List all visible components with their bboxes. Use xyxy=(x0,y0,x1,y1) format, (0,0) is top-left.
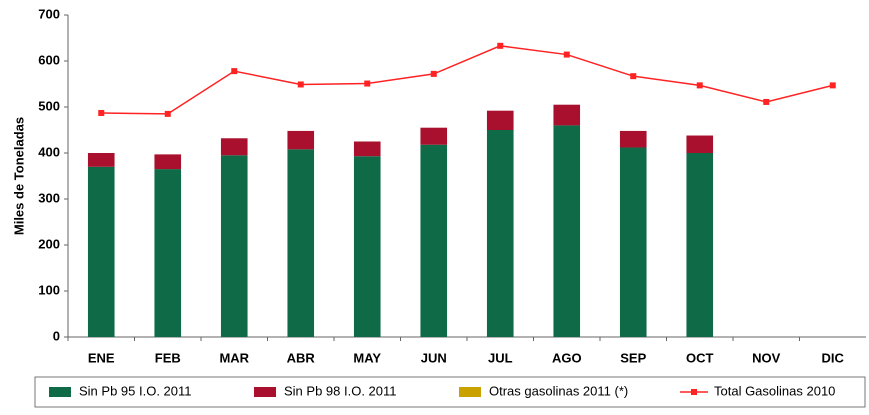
y-tick-label: 400 xyxy=(38,144,60,159)
y-tick-label: 500 xyxy=(38,98,60,113)
line-marker xyxy=(98,109,105,116)
bar xyxy=(619,147,647,337)
legend-label: Otras gasolinas 2011 (*) xyxy=(489,383,628,398)
y-axis-label: Miles de Toneladas xyxy=(11,117,26,235)
x-tick-label: JUN xyxy=(421,350,447,365)
bar xyxy=(686,153,714,337)
x-tick-label: NOV xyxy=(752,350,781,365)
legend-label: Sin Pb 98 I.O. 2011 xyxy=(284,383,397,398)
line-marker xyxy=(696,82,703,89)
bar xyxy=(619,130,647,148)
bar xyxy=(553,125,581,338)
x-tick-label: JUL xyxy=(488,350,513,365)
legend-box xyxy=(34,376,866,408)
line-marker xyxy=(364,80,371,87)
line-marker xyxy=(430,70,437,77)
line-marker xyxy=(563,51,570,58)
bar xyxy=(486,110,514,130)
x-tick-label: MAY xyxy=(353,350,381,365)
line-marker xyxy=(630,73,637,80)
bar xyxy=(553,104,581,126)
line-marker xyxy=(497,42,504,49)
bar xyxy=(420,127,448,145)
line-marker xyxy=(763,98,770,105)
bar xyxy=(353,156,381,337)
y-tick-label: 700 xyxy=(38,6,60,21)
legend-swatch xyxy=(49,387,71,397)
legend-swatch xyxy=(254,387,276,397)
bar xyxy=(154,169,182,337)
legend-label: Sin Pb 95 I.O. 2011 xyxy=(79,383,192,398)
legend-label: Total Gasolinas 2010 xyxy=(714,383,835,398)
bar xyxy=(287,130,315,150)
y-tick-label: 0 xyxy=(53,328,60,343)
legend-swatch xyxy=(459,387,481,397)
line-marker xyxy=(829,82,836,89)
y-tick-label: 300 xyxy=(38,190,60,205)
bar xyxy=(87,153,115,167)
legend-marker xyxy=(691,389,697,395)
bar xyxy=(686,135,714,153)
x-tick-label: AGO xyxy=(552,350,582,365)
x-tick-label: OCT xyxy=(686,350,714,365)
x-tick-label: DIC xyxy=(822,350,845,365)
y-tick-label: 600 xyxy=(38,52,60,67)
bar xyxy=(287,149,315,337)
x-tick-label: SEP xyxy=(620,350,646,365)
bar xyxy=(220,138,248,156)
line xyxy=(101,45,833,115)
x-tick-label: ABR xyxy=(287,350,316,365)
bar xyxy=(154,154,182,170)
y-tick-label: 200 xyxy=(38,236,60,251)
bar xyxy=(220,155,248,337)
bar xyxy=(420,144,448,337)
bar xyxy=(87,166,115,337)
line-marker xyxy=(231,68,238,75)
x-tick-label: ENE xyxy=(88,350,115,365)
line-marker xyxy=(164,110,171,117)
x-tick-label: MAR xyxy=(219,350,249,365)
bar xyxy=(353,141,381,157)
line-marker xyxy=(297,81,304,88)
y-tick-label: 100 xyxy=(38,282,60,297)
x-tick-label: FEB xyxy=(155,350,181,365)
bar xyxy=(486,130,514,337)
